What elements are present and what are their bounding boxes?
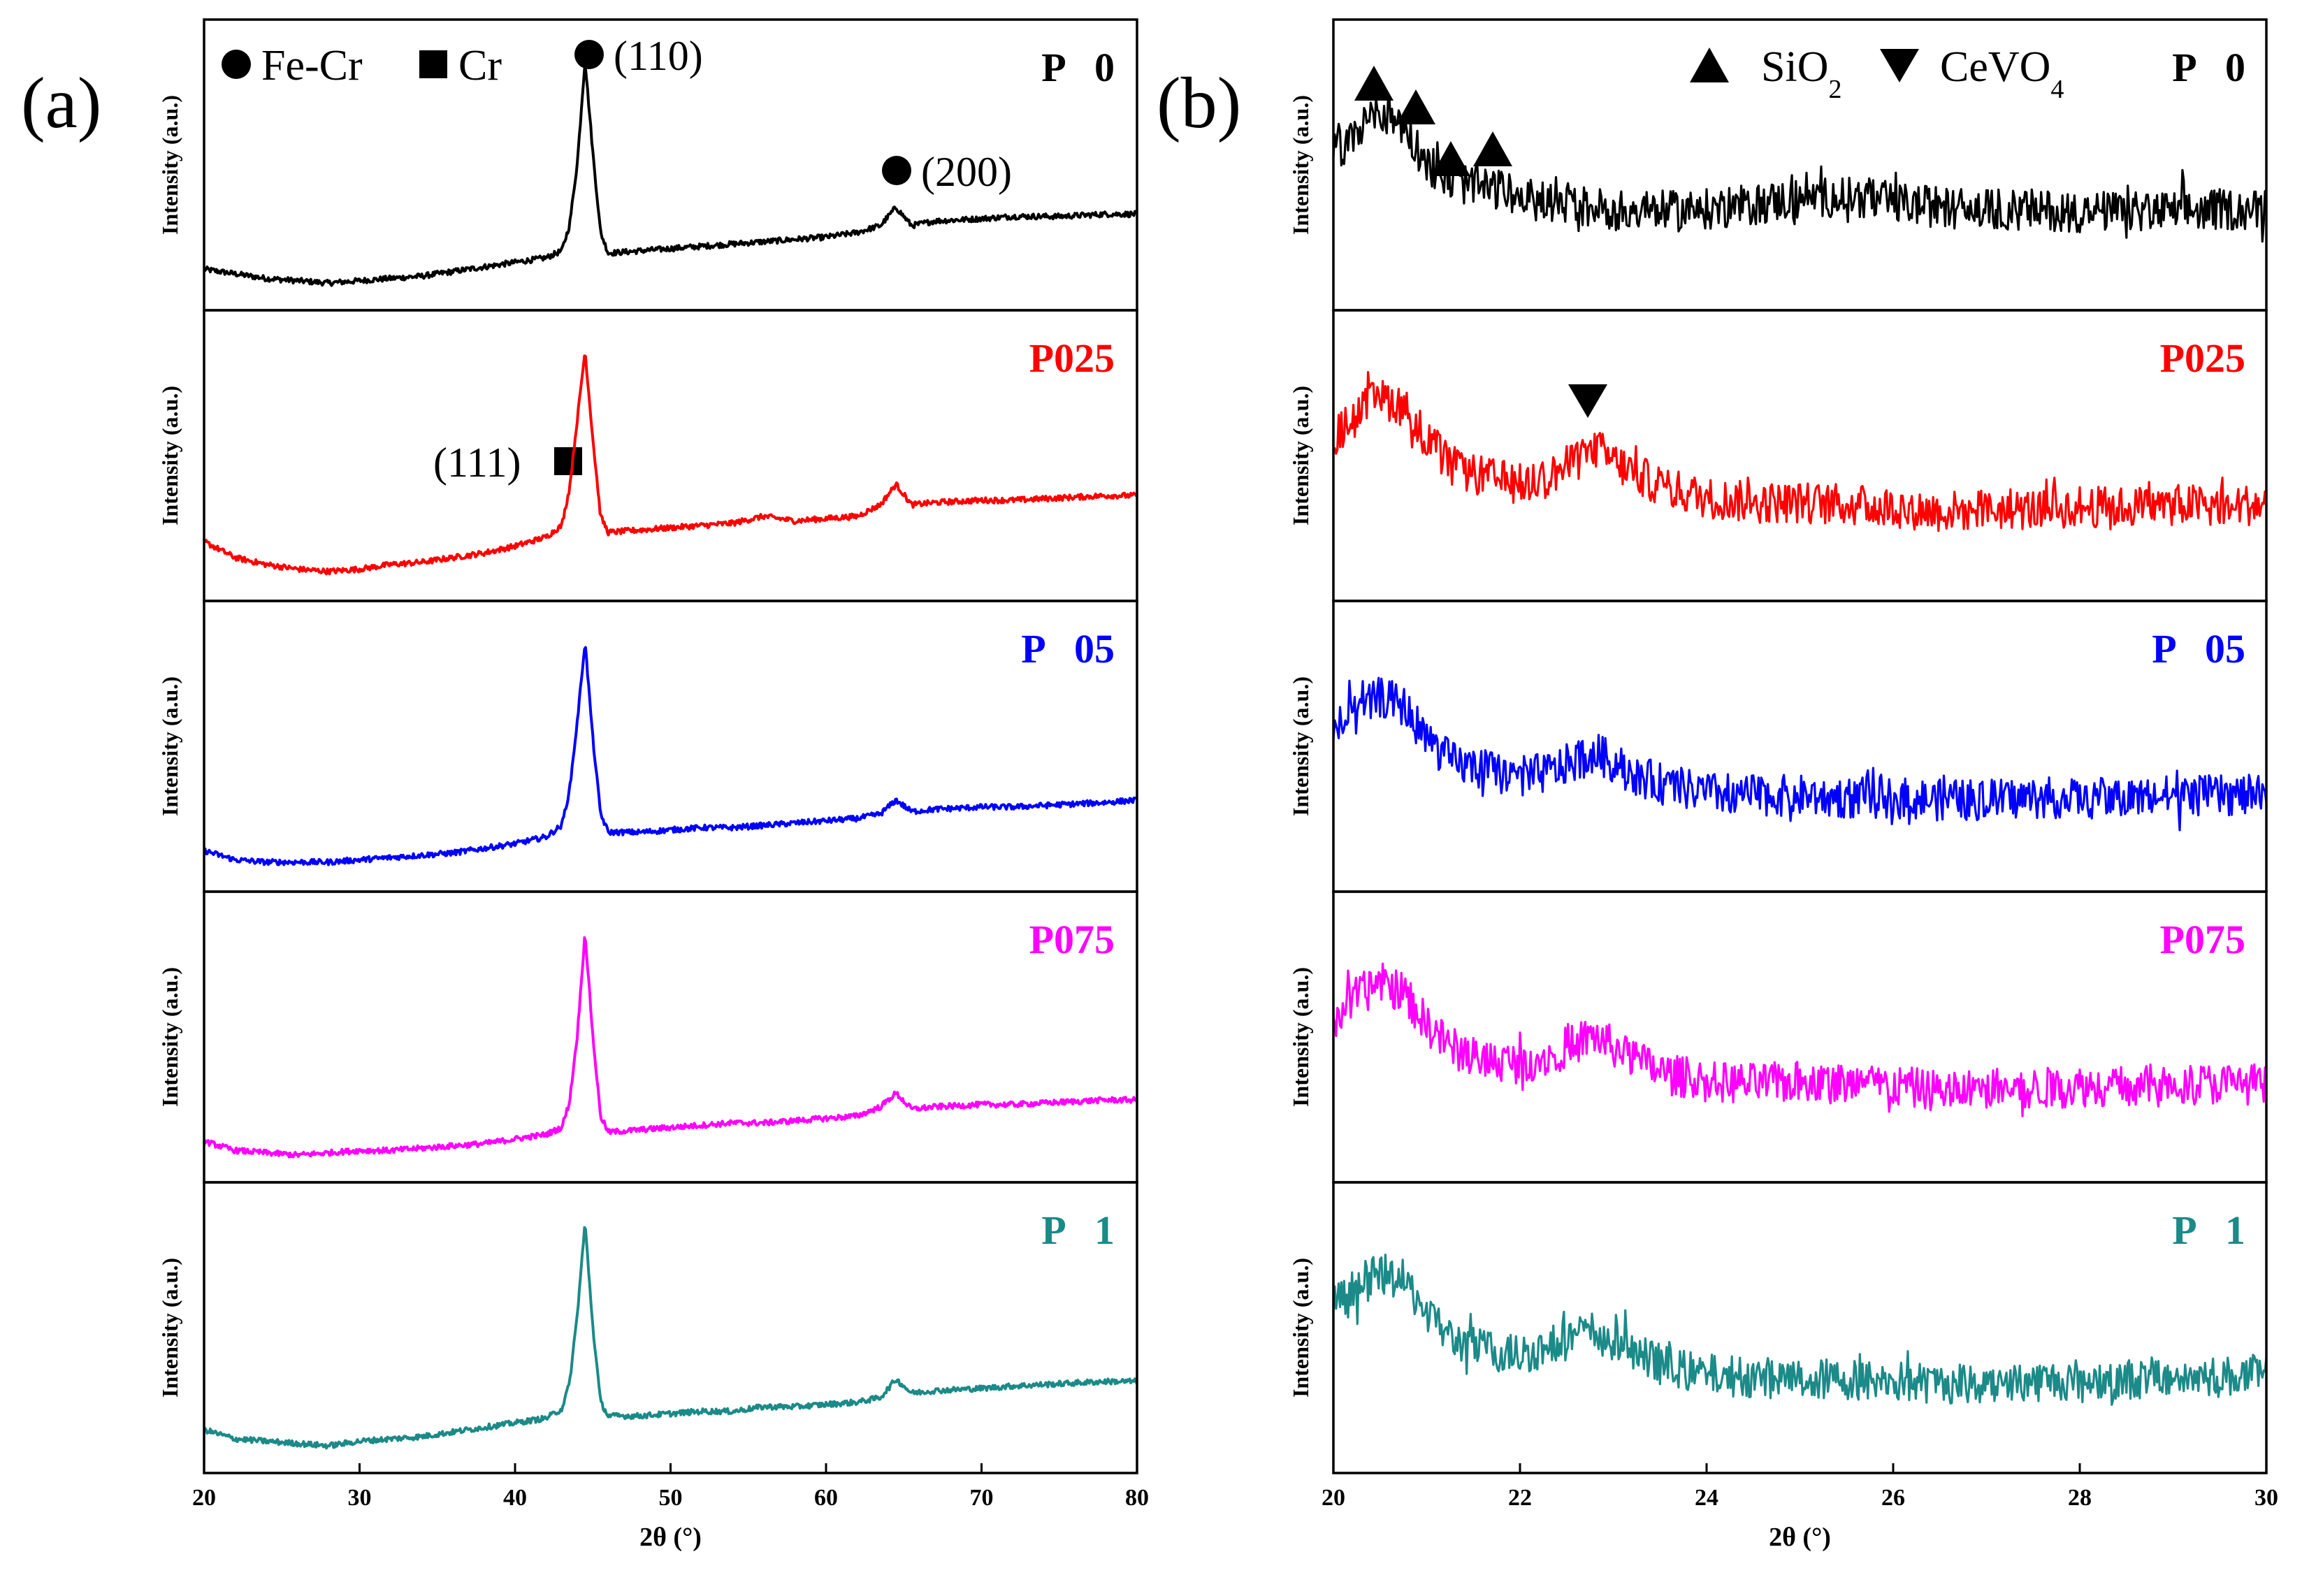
sio2-peak-marker-icon — [1396, 89, 1435, 124]
sio2-peak-marker-icon — [1354, 66, 1393, 101]
sio2-peak-marker-icon — [1473, 131, 1512, 166]
x-axis-label: 2θ (°) — [639, 1523, 702, 1552]
x-tick-label: 20 — [1322, 1485, 1345, 1511]
chart-panel-a: P 0 Intensity (a.u.) P025 Intensity (a.u.) P… — [157, 18, 1149, 1552]
cr-legend-marker-icon — [419, 50, 447, 78]
sio2-legend-marker-icon — [1690, 48, 1729, 82]
x-tick-label: 40 — [503, 1485, 527, 1511]
peak-110-marker-icon — [574, 40, 604, 69]
legend-a: Fe-Cr Cr — [222, 42, 502, 89]
y-axis-label: Intensity (a.u.) — [1288, 1258, 1313, 1398]
x-tick-label: 80 — [1125, 1485, 1149, 1511]
legend-cevo4-sub: 4 — [2050, 75, 2064, 104]
cevo4-peak-marker-icon — [1568, 384, 1607, 418]
annotations-b — [1354, 66, 1607, 418]
series-line-p05 — [1332, 676, 2268, 832]
y-axis-label: Intensity (a.u.) — [1288, 967, 1313, 1107]
x-tick-label: 70 — [970, 1485, 994, 1511]
legend-sio2: SiO2 — [1761, 43, 1841, 104]
series-line-p1 — [1332, 1254, 2268, 1406]
legend-cevo4-base: CeVO — [1940, 43, 2050, 91]
legend-sio2-sub: 2 — [1828, 75, 1841, 104]
x-tick-label: 28 — [2068, 1485, 2092, 1511]
x-tick-label: 50 — [659, 1485, 683, 1511]
sample-label: P 05 — [2152, 626, 2245, 672]
panel-label-b: (b) — [1157, 63, 1241, 143]
subplot-frame — [1332, 890, 2268, 1184]
sample-label: P025 — [2160, 335, 2245, 381]
x-tick-label: 20 — [192, 1485, 216, 1511]
series-line-p0 — [203, 67, 1138, 287]
peak-111-marker-icon — [554, 447, 582, 475]
x-axis-label: 2θ (°) — [1769, 1523, 1831, 1552]
series-line-p075 — [1332, 962, 2268, 1117]
sample-label: P 05 — [1021, 626, 1115, 672]
sample-label: P 0 — [2172, 45, 2245, 90]
sample-label: P 1 — [2172, 1207, 2245, 1253]
sio2-peak-marker-icon — [1431, 141, 1470, 176]
legend-cevo4: CeVO4 — [1940, 43, 2064, 104]
subplot-frame — [203, 309, 1138, 602]
fe-cr-legend-marker-icon — [222, 50, 251, 79]
x-tick-label: 30 — [2254, 1485, 2278, 1511]
peak-200-marker-icon — [882, 156, 911, 185]
series-line-p025 — [203, 354, 1138, 576]
y-axis-label: Intensity (a.u.) — [1288, 676, 1313, 816]
plot-layer: P 0 Intensity (a.u.) P025 Intensity (a.u.) P… — [157, 18, 2278, 1552]
subplot-frame — [1332, 1181, 2268, 1474]
subplot-frame — [203, 1181, 1138, 1474]
x-tick-label: 60 — [814, 1485, 838, 1511]
sample-label: P075 — [1029, 917, 1115, 962]
series-line-p05 — [203, 646, 1138, 866]
y-axis-label: Intensity (a.u.) — [1288, 386, 1313, 525]
y-axis-label: Intensity (a.u.) — [157, 1258, 182, 1398]
subplot-frame — [203, 890, 1138, 1184]
x-tick-label: 24 — [1695, 1485, 1718, 1511]
series-line-p025 — [1332, 371, 2268, 532]
peak-110-label: (110) — [614, 33, 703, 79]
legend-b: SiO2 CeVO4 — [1690, 43, 2064, 104]
legend-cr: Cr — [458, 42, 502, 89]
series-line-p075 — [203, 936, 1138, 1159]
sample-label: P 1 — [1041, 1207, 1115, 1253]
subplot-frame — [203, 600, 1138, 893]
peak-111-label: (111) — [433, 440, 521, 486]
y-axis-label: Intensity (a.u.) — [157, 967, 182, 1107]
sample-label: P075 — [2160, 917, 2245, 962]
legend-fe-cr: Fe-Cr — [261, 42, 363, 89]
legend-sio2-base: SiO — [1761, 43, 1828, 91]
y-axis-label: Intensity (a.u.) — [157, 386, 182, 525]
series-line-p0 — [1332, 96, 2268, 243]
panel-label-a: (a) — [21, 63, 101, 143]
sample-label: P025 — [1029, 335, 1115, 381]
x-tick-label: 26 — [1881, 1485, 1905, 1511]
cevo4-legend-marker-icon — [1880, 49, 1919, 82]
peak-200-label: (200) — [921, 149, 1012, 195]
annotations-a: (110) (200) (111) — [433, 33, 1012, 486]
series-line-p1 — [203, 1226, 1138, 1450]
subplot-frame — [1332, 600, 2268, 893]
y-axis-label: Intensity (a.u.) — [157, 95, 182, 235]
y-axis-label: Intensity (a.u.) — [1288, 95, 1313, 235]
x-tick-label: 30 — [348, 1485, 372, 1511]
x-tick-label: 22 — [1508, 1485, 1532, 1511]
chart-panel-b: P 0 Intensity (a.u.) P025 Intensity (a.u.) P… — [1288, 18, 2278, 1552]
y-axis-label: Intensity (a.u.) — [157, 676, 182, 816]
sample-label: P 0 — [1041, 45, 1115, 90]
